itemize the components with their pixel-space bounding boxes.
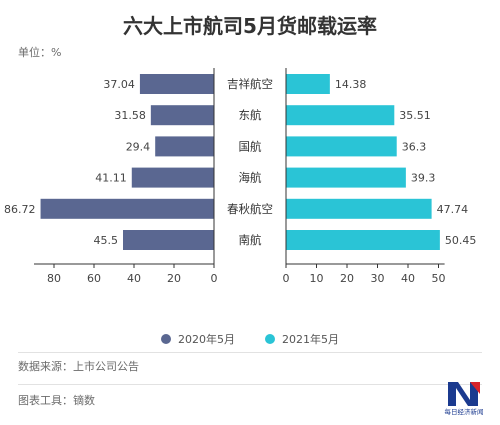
- nbd-logo-icon: 每日经济新闻: [445, 382, 484, 416]
- bar-2020-3: [131, 167, 214, 188]
- legend-item-2020: 2020年5月: [161, 331, 235, 347]
- unit-label: 单位：%: [18, 46, 62, 59]
- legend-label-2021: 2021年5月: [282, 333, 339, 346]
- left-bars-group: 37.04 31.58 29.4 41.11 86.72 45.5: [4, 74, 215, 250]
- chart-tool: 图表工具：镝数: [18, 394, 95, 407]
- data-source: 数据来源：上市公司公告: [18, 360, 139, 373]
- bar-2020-0: [139, 74, 214, 94]
- right-tick-label-30: 30: [371, 272, 385, 285]
- logo-text: 每日经济新闻: [445, 407, 484, 416]
- bar-2020-1: [150, 105, 214, 126]
- left-tick-label-0: 0: [211, 272, 218, 285]
- value-label-2020-1: 31.58: [114, 109, 146, 122]
- bar-2021-3: [286, 167, 406, 188]
- right-tick-label-0: 0: [283, 272, 290, 285]
- legend: 2020年5月 2021年5月: [0, 331, 500, 347]
- value-label-2021-1: 35.51: [399, 109, 431, 122]
- category-label-4: 春秋航空: [227, 202, 273, 216]
- category-label-0: 吉祥航空: [227, 77, 273, 91]
- right-bars-group: 14.38 35.51 36.3 39.3 47.74 50.45: [286, 74, 476, 250]
- legend-label-2020: 2020年5月: [178, 333, 235, 346]
- chart-title: 六大上市航司5月货邮载运率: [123, 14, 377, 38]
- right-tick-label-10: 10: [310, 272, 324, 285]
- value-label-2020-0: 37.04: [103, 78, 135, 91]
- legend-swatch-2020: [161, 334, 171, 344]
- right-tick-label-50: 50: [432, 272, 446, 285]
- category-label-2: 国航: [239, 139, 262, 153]
- right-axis: 0 10 20 30 40 50: [283, 68, 446, 285]
- left-tick-label-60: 60: [87, 272, 101, 285]
- left-axis: 0 20 40 60 80: [34, 68, 218, 285]
- right-tick-label-40: 40: [401, 272, 415, 285]
- value-label-2021-4: 47.74: [437, 203, 469, 216]
- value-label-2020-4: 86.72: [4, 203, 36, 216]
- value-label-2020-5: 45.5: [94, 234, 119, 247]
- value-label-2021-3: 39.3: [411, 172, 436, 185]
- value-label-2020-3: 41.11: [95, 172, 127, 185]
- legend-item-2021: 2021年5月: [265, 331, 339, 347]
- right-tick-label-20: 20: [340, 272, 354, 285]
- value-label-2021-5: 50.45: [445, 234, 477, 247]
- bar-2021-1: [286, 105, 395, 126]
- legend-swatch-2021: [265, 334, 275, 344]
- divider-top: [18, 352, 482, 353]
- bar-2020-4: [40, 198, 215, 219]
- butterfly-bar-chart: 37.04 31.58 29.4 41.11 86.72 45.5 14.38 35.51 3…: [4, 68, 476, 285]
- bar-2021-5: [286, 230, 440, 250]
- bar-2021-4: [286, 198, 432, 219]
- bar-2020-2: [155, 136, 214, 157]
- left-tick-label-80: 80: [47, 272, 61, 285]
- value-label-2020-2: 29.4: [126, 140, 151, 153]
- value-label-2021-0: 14.38: [335, 78, 367, 91]
- left-tick-label-40: 40: [127, 272, 141, 285]
- bar-2020-5: [123, 230, 214, 250]
- bar-2021-0: [286, 74, 330, 94]
- category-label-3: 海航: [239, 171, 262, 185]
- value-label-2021-2: 36.3: [402, 140, 427, 153]
- left-tick-label-20: 20: [167, 272, 181, 285]
- category-label-5: 南航: [239, 233, 262, 247]
- category-label-1: 东航: [239, 108, 262, 122]
- divider-bottom: [18, 384, 482, 385]
- bar-2021-2: [286, 136, 397, 157]
